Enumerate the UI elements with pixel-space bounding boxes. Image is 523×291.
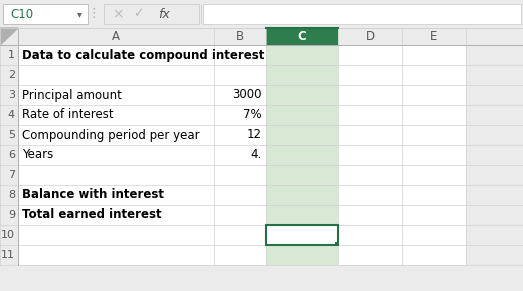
Text: 8: 8: [8, 190, 15, 200]
Bar: [3, 4, 88, 24]
Text: Years: Years: [22, 148, 53, 162]
Polygon shape: [0, 28, 18, 45]
Text: 7%: 7%: [243, 109, 262, 122]
Text: Total earned interest: Total earned interest: [22, 208, 162, 221]
Bar: [0, 45, 18, 265]
Text: ×: ×: [112, 7, 124, 21]
Bar: [18, 45, 466, 265]
Text: A: A: [112, 30, 120, 43]
Bar: [266, 28, 338, 45]
Text: 4.: 4.: [251, 148, 262, 162]
Text: Principal amount: Principal amount: [22, 88, 122, 102]
Text: fx: fx: [158, 8, 170, 20]
Text: Rate of interest: Rate of interest: [22, 109, 113, 122]
Text: ▾: ▾: [76, 9, 82, 19]
Text: 9: 9: [8, 210, 15, 220]
Text: C10: C10: [10, 8, 33, 20]
Bar: [0, 0, 523, 28]
Text: 4: 4: [8, 110, 15, 120]
Bar: [104, 4, 199, 24]
Text: 3: 3: [8, 90, 15, 100]
Text: Balance with interest: Balance with interest: [22, 189, 164, 201]
Text: 1: 1: [8, 50, 15, 60]
Text: 10: 10: [1, 230, 15, 240]
Text: 5: 5: [8, 130, 15, 140]
Text: 2: 2: [8, 70, 15, 80]
Bar: [335, 242, 339, 246]
Text: E: E: [430, 30, 438, 43]
Text: C: C: [298, 30, 306, 43]
Text: ⋮: ⋮: [88, 8, 100, 20]
Bar: [0, 28, 523, 45]
Text: D: D: [366, 30, 374, 43]
Text: 3000: 3000: [233, 88, 262, 102]
Text: Data to calculate compound interest: Data to calculate compound interest: [22, 49, 264, 61]
Bar: [266, 225, 338, 245]
Text: ✓: ✓: [133, 8, 143, 20]
Text: 11: 11: [1, 250, 15, 260]
Bar: [203, 4, 521, 24]
Bar: [266, 45, 338, 265]
Text: Compounding period per year: Compounding period per year: [22, 129, 200, 141]
Text: B: B: [236, 30, 244, 43]
Text: 7: 7: [8, 170, 15, 180]
Text: 12: 12: [247, 129, 262, 141]
Text: 6: 6: [8, 150, 15, 160]
